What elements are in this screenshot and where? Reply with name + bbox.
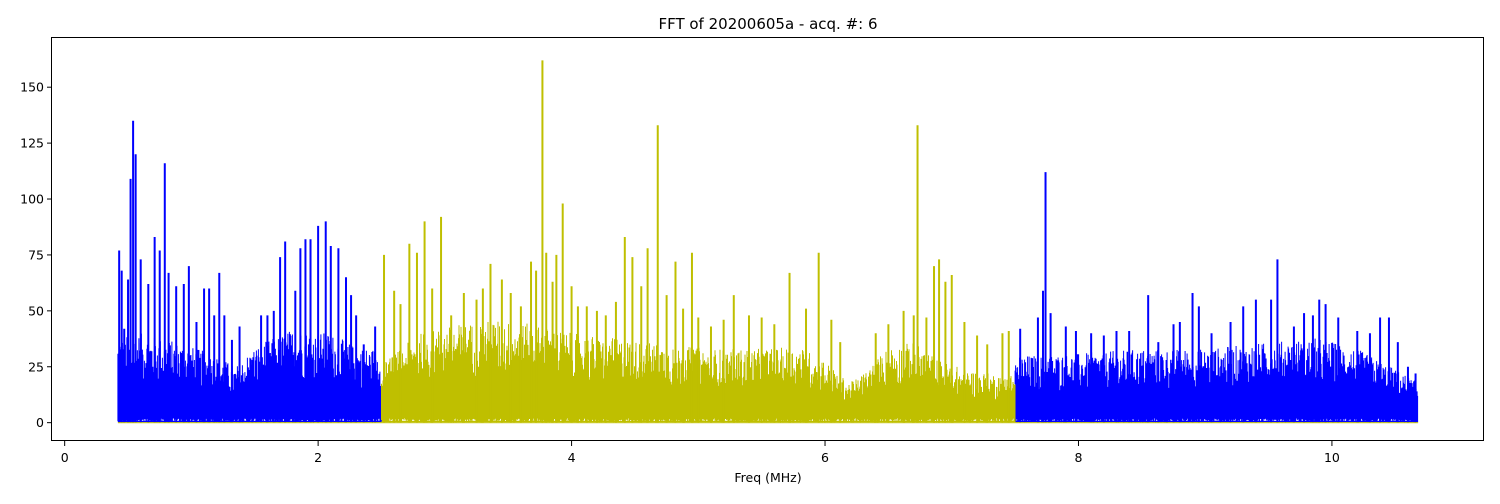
x-tick-label-4: 8 <box>1075 450 1083 465</box>
x-tick-label-0: 0 <box>61 450 69 465</box>
y-tick-label-1: 25 <box>28 359 44 374</box>
y-tick-label-5: 125 <box>20 136 44 151</box>
x-axis: 0 2 4 6 8 10 <box>61 441 1340 465</box>
x-tick-label-3: 6 <box>821 450 829 465</box>
y-tick-label-4: 100 <box>20 192 44 207</box>
x-tick-label-2: 4 <box>568 450 576 465</box>
y-axis: 0 25 50 75 100 125 150 <box>20 80 52 430</box>
x-tick-label-5: 10 <box>1324 450 1340 465</box>
series-layer <box>117 60 1419 424</box>
chart-title: FFT of 20200605a - acq. #: 6 <box>658 15 877 33</box>
y-tick-label-0: 0 <box>36 415 44 430</box>
y-tick-label-3: 75 <box>28 247 44 262</box>
x-axis-label: Freq (MHz) <box>734 470 801 485</box>
plot-frame <box>51 37 1484 441</box>
series-0-noise-band-0 <box>117 331 382 423</box>
y-tick-label-2: 50 <box>28 303 44 318</box>
y-tick-label-6: 150 <box>20 80 44 95</box>
x-tick-label-1: 2 <box>314 450 322 465</box>
